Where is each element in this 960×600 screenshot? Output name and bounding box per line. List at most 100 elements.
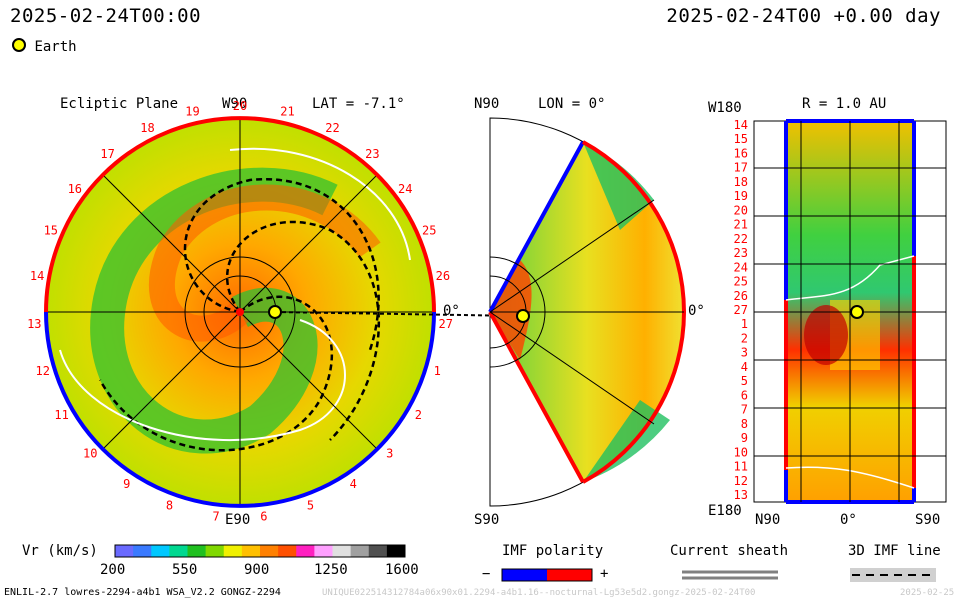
colorbar-cell: [241, 545, 261, 557]
imf-minus-label: −: [482, 566, 491, 582]
meridional-lon-label: LON = 0°: [538, 96, 606, 112]
vr-colorbar: [114, 544, 406, 558]
meridional-edge-negative: [488, 141, 585, 313]
hour-tick-label: 19: [185, 105, 199, 119]
radial-y-label: 25: [734, 275, 748, 289]
hour-tick-labels: 20 21222324252627123456789101112131415161…: [27, 99, 453, 524]
meridional-arc-positive: [582, 140, 686, 313]
vr-tick-900: 900: [244, 562, 270, 578]
colorbar-cell: [115, 545, 134, 557]
hour-tick-label: 14: [30, 269, 44, 283]
radial-y-label: 10: [734, 445, 748, 459]
axis-line: [489, 311, 655, 425]
radial-y-label: 21: [734, 218, 748, 232]
radial-y-label: 7: [741, 403, 748, 417]
radial-y-label: 20: [734, 203, 748, 217]
hour-tick-label: 17: [100, 147, 114, 161]
radial-y-labels: 1415161718192021222324252627123456789101…: [734, 118, 748, 502]
boundary-negative: [44, 311, 436, 508]
hour-tick-label: 11: [54, 408, 68, 422]
earth-connector: [274, 311, 524, 317]
colorbar-cell: [205, 545, 225, 557]
imf-positive-swatch: [547, 569, 592, 581]
radial-top-left-label: W180: [708, 100, 742, 116]
current-sheath: [785, 466, 915, 489]
ecliptic-plane-panel: 20 21222324252627123456789101112131415161…: [27, 99, 524, 524]
hour-tick-label: 22: [325, 121, 339, 135]
hour-tick-label: 7: [212, 510, 219, 524]
fast-wind-spiral: [148, 184, 381, 342]
earth-legend: Earth: [12, 38, 77, 55]
meridional-slow-region: [583, 142, 654, 230]
hour-tick-label: 13: [27, 317, 41, 331]
ecliptic-top-label: W90: [222, 96, 248, 112]
hour-tick-label: 20: [233, 99, 247, 113]
vr-tick-550: 550: [172, 562, 198, 578]
vr-tick-1600: 1600: [385, 562, 419, 578]
colorbar-cell: [151, 545, 170, 557]
hour-tick-label: 15: [44, 223, 58, 237]
radial-x-label-right: S90: [915, 512, 941, 528]
radial-y-label: 24: [734, 260, 748, 274]
hour-tick-label: 4: [350, 477, 357, 491]
boundary-positive: [44, 116, 436, 313]
axis-line: [489, 199, 655, 313]
meridional-edge-positive: [488, 311, 585, 483]
earth-marker-radial: [850, 305, 864, 319]
colorbar-cell: [260, 545, 279, 557]
current-sheath: [229, 147, 411, 261]
colorbar-cell: [314, 545, 334, 557]
imf-frame: [501, 568, 593, 582]
ecliptic-title: Ecliptic Plane: [60, 96, 179, 112]
hour-tick-label: 26: [436, 269, 450, 283]
imf-line: [98, 295, 334, 452]
colorbar-cell: [332, 545, 352, 557]
radial-y-label: 26: [734, 289, 748, 303]
radial-y-label: 1: [741, 317, 748, 331]
meridional-plane-panel: [488, 117, 686, 507]
earth-marker-meridional: [516, 309, 530, 323]
ref-circle: [489, 256, 546, 368]
meridional-bottom-label: S90: [474, 512, 500, 528]
radial-fast-core: [804, 305, 848, 365]
sun-marker: [236, 308, 244, 316]
colorbar-cell: [368, 545, 388, 557]
earth-icon: [12, 38, 26, 52]
hour-tick-label: 6: [260, 510, 267, 524]
hour-tick-label: 8: [166, 499, 173, 513]
radial-bottom-left-label: E180: [708, 503, 742, 519]
hour-tick-label: 3: [386, 446, 393, 460]
colorbar-cell: [169, 545, 189, 557]
colorbar-cell: [133, 545, 152, 557]
hour-tick-label: 12: [35, 364, 49, 378]
hour-tick-label: 10: [83, 446, 97, 460]
current-sheath-title: Current sheath: [670, 543, 789, 559]
colorbar-cell: [296, 545, 315, 557]
imf-negative-swatch: [502, 569, 547, 581]
meridional-top-label: N90: [474, 96, 500, 112]
vr-tick-1250: 1250: [314, 562, 348, 578]
radial-y-label: 6: [741, 388, 748, 402]
radial-y-label: 19: [734, 189, 748, 203]
radial-y-label: 4: [741, 360, 748, 374]
radial-y-label: 5: [741, 374, 748, 388]
radial-y-label: 17: [734, 161, 748, 175]
earth-legend-label: Earth: [34, 39, 77, 55]
radial-y-label: 22: [734, 232, 748, 246]
radial-panel: 1415161718192021222324252627123456789101…: [734, 118, 947, 504]
timestamp-left: 2025-02-24T00:00: [10, 5, 202, 27]
current-sheath: [59, 319, 346, 442]
ecliptic-lat-label: LAT = -7.1°: [312, 96, 405, 112]
meridional-fast-region: [490, 260, 532, 360]
meridional-right-label: 0°: [688, 303, 705, 319]
radial-y-label: 12: [734, 474, 748, 488]
timestamp-right: 2025-02-24T00 +0.00 day: [666, 5, 941, 27]
run-id: UNIQUE022514312784a06x90x01.2294-a4b1.16…: [322, 588, 756, 598]
colorbar-cell: [278, 545, 297, 557]
hour-tick-label: 27: [438, 317, 452, 331]
hour-tick-label: 1: [434, 364, 441, 378]
hour-tick-label: 2: [415, 408, 422, 422]
radial-y-label: 3: [741, 346, 748, 360]
radial-y-label: 8: [741, 417, 748, 431]
